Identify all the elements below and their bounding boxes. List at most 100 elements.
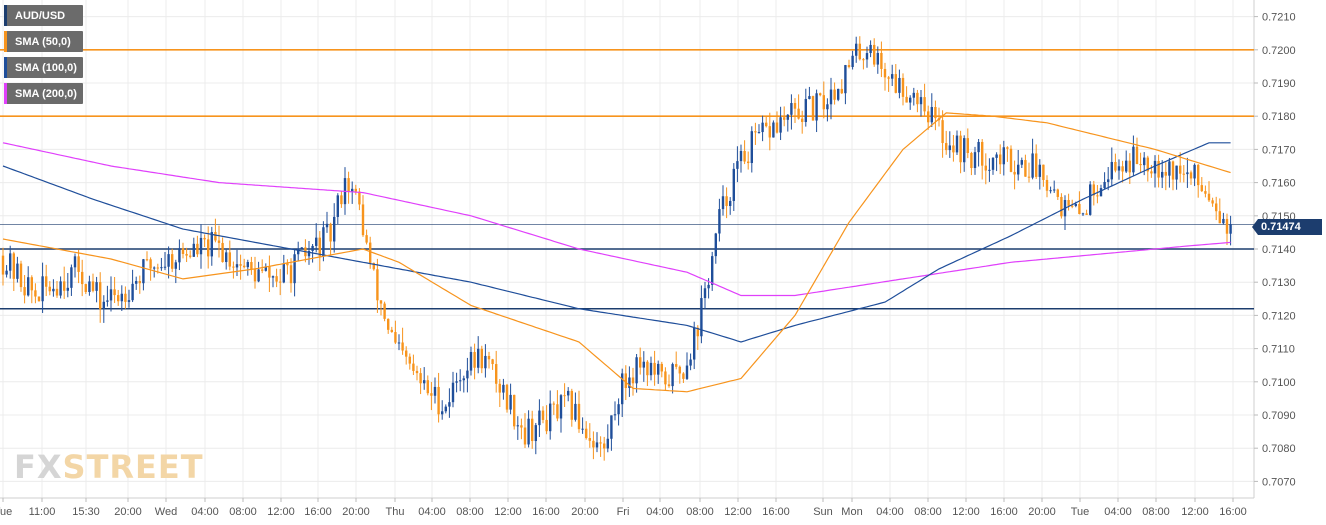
candle-body	[941, 120, 944, 144]
candle-body	[351, 188, 354, 192]
candle-body	[912, 92, 915, 98]
candle-body	[131, 283, 134, 301]
candle-body	[1114, 161, 1117, 171]
candle-body	[1229, 224, 1232, 234]
candle-body	[1200, 185, 1203, 192]
candle-body	[192, 243, 195, 257]
candle-body	[1107, 179, 1110, 182]
candle-body	[415, 370, 419, 374]
candle-body	[523, 427, 527, 445]
candle-body	[883, 68, 887, 78]
candle-body	[811, 96, 815, 121]
candle-body	[538, 410, 541, 426]
candle-body	[253, 269, 257, 282]
candle-body	[880, 52, 883, 69]
legend-item-sma200[interactable]: SMA (200,0)	[4, 83, 83, 104]
y-tick-label: 0.7200	[1262, 45, 1296, 57]
candle-body	[685, 365, 689, 379]
candle-body	[754, 131, 757, 133]
candle-body	[1031, 153, 1034, 178]
candle-body	[693, 327, 696, 360]
candle-body	[124, 293, 127, 302]
candle-body	[804, 98, 807, 122]
y-tick-label: 0.7160	[1262, 178, 1296, 190]
last-price-tag: 0.71474	[1252, 219, 1322, 235]
x-tick-label: 08:00	[1142, 506, 1170, 518]
candle-body	[660, 363, 663, 372]
candle-body	[1103, 181, 1106, 189]
candle-body	[261, 269, 264, 271]
candle-body	[1092, 184, 1095, 196]
candle-body	[711, 256, 714, 285]
candle-body	[1218, 211, 1221, 224]
candle-body	[405, 350, 408, 357]
candle-body	[59, 281, 62, 296]
candle-body	[779, 117, 782, 133]
candle-body	[531, 418, 534, 442]
candle-body	[466, 370, 469, 379]
candle-body	[1157, 160, 1160, 178]
candle-body	[873, 44, 876, 65]
candle-body	[948, 145, 951, 151]
candle-body	[952, 145, 955, 153]
candle-body	[1024, 160, 1027, 177]
candle-body	[329, 223, 332, 242]
candle-body	[869, 44, 872, 54]
candle-body	[887, 77, 890, 79]
candle-body	[217, 240, 221, 243]
candle-body	[149, 259, 152, 269]
candle-body	[325, 223, 329, 228]
candle-body	[556, 404, 559, 419]
candle-body	[23, 287, 26, 296]
x-tick-label: Mon	[841, 506, 862, 518]
legend-item-audusd[interactable]: AUD/USD	[4, 5, 83, 26]
candle-body	[369, 242, 372, 263]
candle-body	[761, 122, 764, 133]
candle-body	[851, 55, 854, 68]
candle-body	[95, 282, 98, 291]
candle-body	[714, 233, 717, 257]
candle-body	[1089, 184, 1092, 215]
candle-body	[106, 300, 109, 302]
candle-body	[1013, 171, 1016, 175]
candle-body	[595, 442, 599, 448]
x-tick-label: 20:00	[571, 506, 599, 518]
candle-body	[1071, 205, 1074, 207]
candle-body	[585, 428, 588, 439]
candle-body	[1027, 176, 1031, 178]
legend-label: SMA (200,0)	[15, 87, 77, 100]
legend-item-sma100[interactable]: SMA (100,0)	[4, 57, 83, 78]
candle-body	[102, 301, 105, 310]
candle-body	[491, 359, 494, 365]
candle-body	[1121, 166, 1124, 172]
candle-body	[268, 266, 271, 278]
x-tick-label: 12:00	[952, 506, 980, 518]
candle-body	[423, 380, 426, 384]
candle-body	[196, 243, 199, 255]
legend-item-sma50[interactable]: SMA (50,0)	[4, 31, 83, 52]
candle-body	[66, 287, 69, 291]
candle-body	[91, 281, 95, 291]
candle-body	[1125, 160, 1128, 172]
candle-body	[153, 267, 156, 269]
legend-swatch	[4, 5, 7, 26]
candle-body	[1179, 165, 1182, 174]
candle-body	[675, 364, 678, 367]
candle-body	[239, 264, 242, 266]
candle-body	[275, 276, 278, 282]
candle-body	[973, 152, 977, 169]
candle-body	[257, 269, 260, 282]
x-tick-label: 12:00	[494, 506, 522, 518]
candle-body	[156, 267, 159, 269]
candle-body	[383, 303, 386, 319]
candle-body	[786, 114, 789, 120]
candle-body	[1204, 191, 1207, 194]
y-tick-label: 0.7070	[1262, 476, 1296, 488]
x-tick-label: 16:00	[1219, 506, 1247, 518]
candle-body	[621, 373, 624, 405]
candle-body	[1175, 165, 1178, 180]
x-tick-label: 16:00	[990, 506, 1018, 518]
candle-body	[876, 52, 879, 65]
candle-body	[646, 361, 649, 376]
